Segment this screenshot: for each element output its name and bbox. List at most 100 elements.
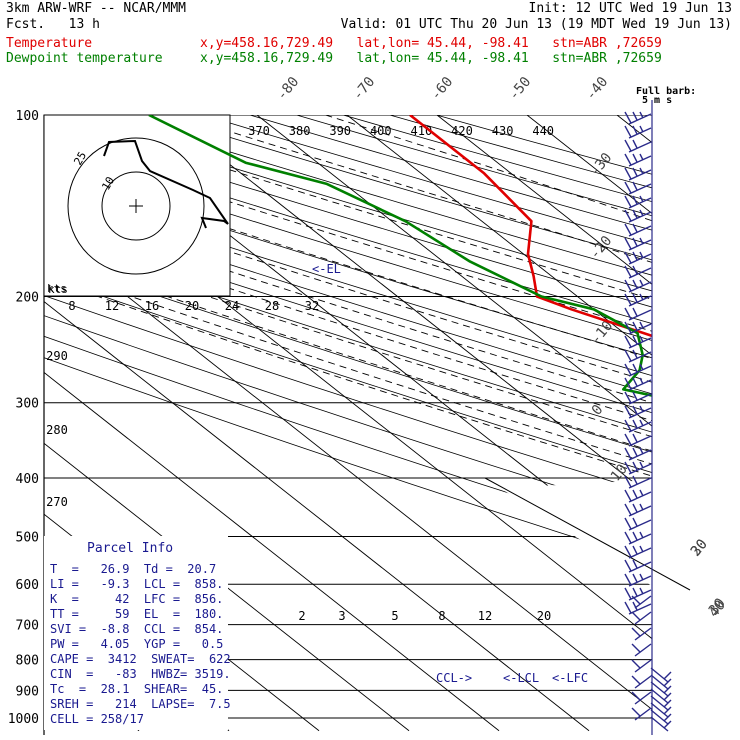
speed-axis-units: kts bbox=[47, 282, 67, 295]
isotherm-line bbox=[44, 301, 590, 732]
isotherm-line bbox=[44, 371, 500, 732]
wind-barb-flag bbox=[624, 321, 632, 334]
wind-barb-flag bbox=[663, 720, 672, 729]
wind-barb-flag bbox=[624, 461, 632, 474]
wind-barb-flag bbox=[639, 489, 644, 497]
wind-barb-flag bbox=[632, 111, 638, 121]
wind-barb bbox=[628, 421, 652, 433]
wind-barb bbox=[650, 702, 669, 718]
pressure-tick-label: 400 bbox=[16, 472, 39, 487]
wind-barb-flag bbox=[639, 251, 644, 259]
wind-barb-flag bbox=[632, 573, 638, 583]
wind-barb-flag bbox=[632, 545, 638, 555]
wind-barb-flag bbox=[624, 433, 632, 446]
wind-barb-flag bbox=[632, 321, 638, 331]
wind-barb bbox=[634, 627, 652, 641]
barb-legend-units: 5 m s bbox=[642, 95, 672, 106]
dry-adiabat-line bbox=[44, 295, 652, 495]
wind-barb-flag bbox=[632, 377, 638, 387]
dewpoint-legend-label: Dewpoint temperature bbox=[6, 51, 163, 66]
wind-barb-flag bbox=[639, 503, 644, 511]
dry-adiabat-line bbox=[44, 238, 652, 433]
wind-barb-flag bbox=[631, 691, 641, 701]
dry-adiabat-line bbox=[44, 203, 652, 395]
wind-barb bbox=[650, 688, 669, 704]
wind-barb-flag bbox=[632, 433, 638, 443]
level-markers: <-EL CCL-> <-LCL <-LFC bbox=[312, 262, 588, 685]
wind-barb-flag bbox=[639, 293, 644, 301]
barb-legend-title: Full barb: bbox=[636, 86, 696, 97]
wind-barb bbox=[628, 589, 652, 601]
wind-barb-flag bbox=[624, 265, 632, 278]
wind-barb-flag bbox=[624, 587, 632, 600]
wind-barb-flag bbox=[639, 321, 644, 329]
wind-barb bbox=[628, 365, 652, 377]
wind-barb-flag bbox=[632, 251, 638, 261]
wind-barb bbox=[650, 695, 669, 711]
isotherm-label: -40 bbox=[583, 74, 612, 104]
wind-barb bbox=[634, 659, 652, 673]
wind-barb-flag bbox=[639, 363, 644, 371]
wind-barb-flag bbox=[663, 671, 672, 680]
parcel-info-line: CAPE = 3412 SWEAT= 622 bbox=[50, 652, 231, 666]
wind-barb bbox=[628, 379, 652, 391]
wind-barb-flag bbox=[624, 475, 632, 488]
speed-axis-tick: 24 bbox=[225, 299, 239, 313]
wind-barb bbox=[628, 113, 652, 125]
wind-barb bbox=[650, 716, 669, 732]
wind-barb-flag bbox=[632, 489, 638, 499]
wind-barb-flag bbox=[624, 335, 632, 348]
wind-barb-flag bbox=[639, 545, 644, 553]
wind-barb-flag bbox=[631, 627, 641, 637]
theta-label: 380 bbox=[289, 124, 311, 138]
valid-time: Valid: 01 UTC Thu 20 Jun 13 (19 MDT Wed … bbox=[340, 17, 732, 32]
isotherm-label: -80 bbox=[274, 74, 303, 104]
speed-axis-tick: 32 bbox=[305, 299, 319, 313]
wind-barb-flag bbox=[632, 517, 638, 527]
parcel-info-line: K = 42 LFC = 856. bbox=[50, 592, 223, 606]
wind-barb bbox=[628, 323, 652, 335]
wind-barb bbox=[650, 674, 669, 690]
wind-barb bbox=[628, 127, 652, 139]
pressure-tick-label: 600 bbox=[16, 578, 39, 593]
wind-barb bbox=[628, 561, 652, 573]
wind-barb bbox=[628, 295, 652, 307]
wind-barb bbox=[628, 155, 652, 167]
theta-label: 370 bbox=[248, 124, 270, 138]
wind-barb-flag bbox=[624, 447, 632, 460]
hodograph-ring-label-outer: 25 bbox=[71, 150, 89, 168]
isotherm-line bbox=[166, 115, 652, 498]
speed-axis-tick: 12 bbox=[105, 299, 119, 313]
wind-barb bbox=[628, 141, 652, 153]
wind-barb-flag bbox=[663, 678, 672, 687]
wind-barb bbox=[628, 477, 652, 489]
wind-barb-flag bbox=[624, 489, 632, 502]
wind-barb-flag bbox=[624, 153, 632, 166]
wind-barb-flag bbox=[624, 517, 632, 530]
level-marker-label: <-LCL bbox=[503, 671, 539, 685]
dry-adiabat-line bbox=[44, 256, 652, 453]
speed-axis-tick: 8 bbox=[68, 299, 75, 313]
wind-barb-flag bbox=[632, 139, 638, 149]
wind-barb-flag bbox=[632, 461, 638, 471]
wind-barb-flag bbox=[639, 111, 644, 119]
wind-barb bbox=[628, 407, 652, 419]
wind-barb-flag bbox=[632, 349, 638, 359]
moist-adiabat-line bbox=[44, 254, 652, 452]
wind-barb-flag bbox=[639, 461, 644, 469]
wind-barb-flag bbox=[639, 573, 644, 581]
wind-barb-flag bbox=[632, 335, 638, 345]
wind-barb-flag bbox=[663, 692, 672, 701]
isotherm-line bbox=[44, 442, 410, 732]
level-marker-label: <-EL bbox=[312, 262, 341, 276]
wind-barb-flag bbox=[639, 335, 644, 343]
wind-barb bbox=[650, 681, 669, 697]
forecast-hour: Fcst. 13 h bbox=[6, 17, 100, 32]
wind-barb bbox=[650, 667, 669, 683]
wind-barb-flag bbox=[663, 713, 672, 722]
wind-barb-flag bbox=[624, 195, 632, 208]
wind-barb-flag bbox=[631, 611, 641, 621]
wind-barb-flag bbox=[639, 587, 644, 595]
pressure-tick-label: 1000 bbox=[8, 712, 39, 727]
wind-barb bbox=[634, 691, 652, 705]
